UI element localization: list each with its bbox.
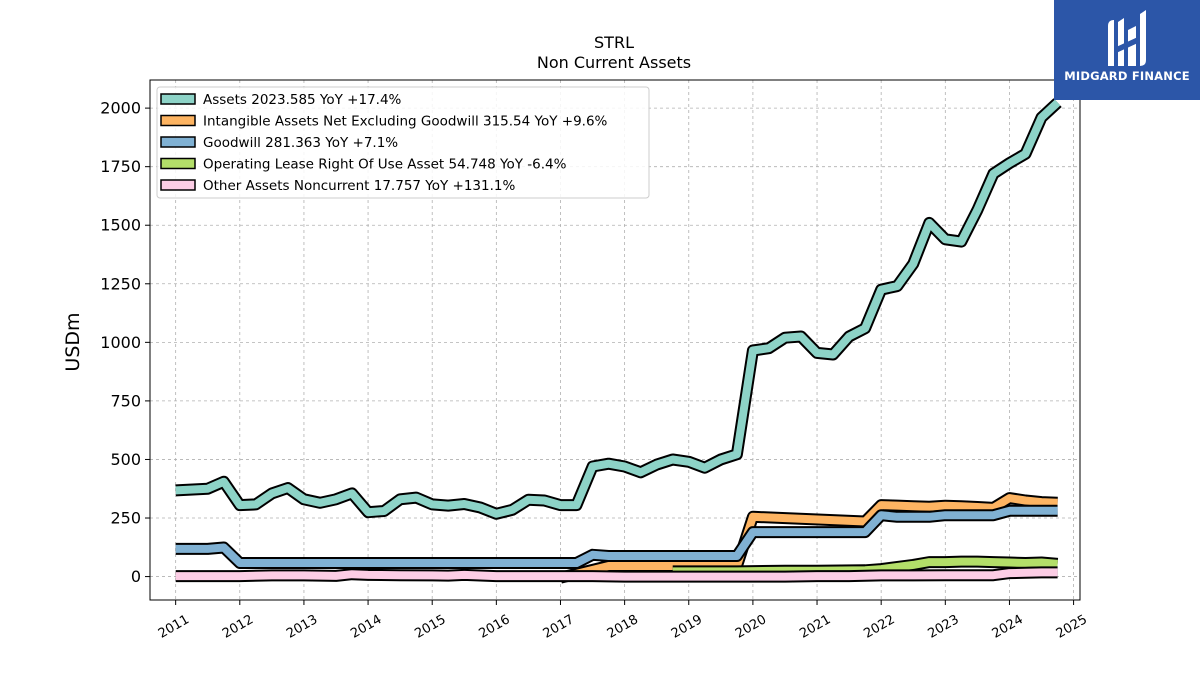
plot-area bbox=[149, 79, 1081, 601]
legend-swatch bbox=[160, 114, 196, 127]
x-tick-label: 2019 bbox=[669, 612, 705, 642]
midgard-logo-icon bbox=[1108, 10, 1146, 66]
x-tick-label: 2014 bbox=[348, 612, 384, 642]
legend: Assets 2023.585 YoY +17.4% Intangible Ass… bbox=[156, 86, 650, 199]
y-tick-label: 250 bbox=[110, 509, 141, 528]
x-tick-label: 2012 bbox=[220, 612, 256, 642]
legend-swatch bbox=[160, 179, 196, 191]
legend-swatch bbox=[160, 136, 196, 148]
legend-entry-label: Operating Lease Right Of Use Asset 54.74… bbox=[203, 157, 567, 173]
y-tick-label: 1000 bbox=[100, 333, 141, 352]
legend-swatch bbox=[160, 93, 196, 105]
series-line-2 bbox=[175, 506, 1058, 567]
y-tick-label: 0 bbox=[131, 567, 141, 586]
legend-swatch bbox=[160, 157, 196, 170]
x-tick-label: 2018 bbox=[605, 612, 641, 642]
legend-entry-label: Assets 2023.585 YoY +17.4% bbox=[203, 92, 402, 108]
legend-box bbox=[156, 86, 650, 199]
y-tick-label: 1500 bbox=[100, 216, 141, 235]
legend-entry-label: Goodwill 281.363 YoY +7.1% bbox=[203, 135, 398, 151]
y-tick-label: 2000 bbox=[100, 99, 141, 118]
x-axis: 2011 2012 2013 2014 2015 2016 2017 2018 2019 2020… bbox=[156, 600, 1090, 642]
x-tick-label: 2023 bbox=[925, 612, 961, 642]
x-tick-label: 2021 bbox=[797, 612, 833, 642]
y-tick-label: 1750 bbox=[100, 157, 141, 176]
x-tick-label: 2016 bbox=[477, 612, 513, 642]
x-tick-label: 2022 bbox=[861, 612, 897, 642]
x-tick-label: 2015 bbox=[412, 612, 448, 642]
y-tick-label: 750 bbox=[110, 391, 141, 410]
x-tick-label: 2017 bbox=[541, 612, 577, 642]
legend-entry-label: Intangible Assets Net Excluding Goodwill… bbox=[203, 114, 608, 130]
x-tick-label: 2025 bbox=[1054, 612, 1090, 642]
x-tick-label: 2011 bbox=[156, 612, 192, 642]
x-tick-label: 2013 bbox=[284, 612, 320, 642]
series-line-4 bbox=[175, 568, 1058, 581]
y-axis-label: USDm bbox=[62, 312, 84, 371]
chart-subtitle: Non Current Assets bbox=[537, 53, 691, 72]
x-tick-label: 2020 bbox=[733, 612, 769, 642]
x-tick-label: 2024 bbox=[990, 612, 1026, 642]
legend-entry-label: Other Assets Noncurrent 17.757 YoY +131.… bbox=[203, 178, 515, 194]
y-axis: 0 250 500 750 1000 1250 1500 1750 2000 bbox=[100, 99, 150, 586]
series-line-0 bbox=[175, 99, 1061, 518]
midgard-logo: MIDGARD FINANCE bbox=[1054, 0, 1200, 100]
brand-name: MIDGARD FINANCE bbox=[1064, 69, 1190, 83]
chart-title: STRL bbox=[594, 33, 634, 52]
series-lines bbox=[175, 98, 1062, 584]
y-tick-label: 500 bbox=[110, 450, 141, 469]
y-tick-label: 1250 bbox=[100, 274, 141, 293]
